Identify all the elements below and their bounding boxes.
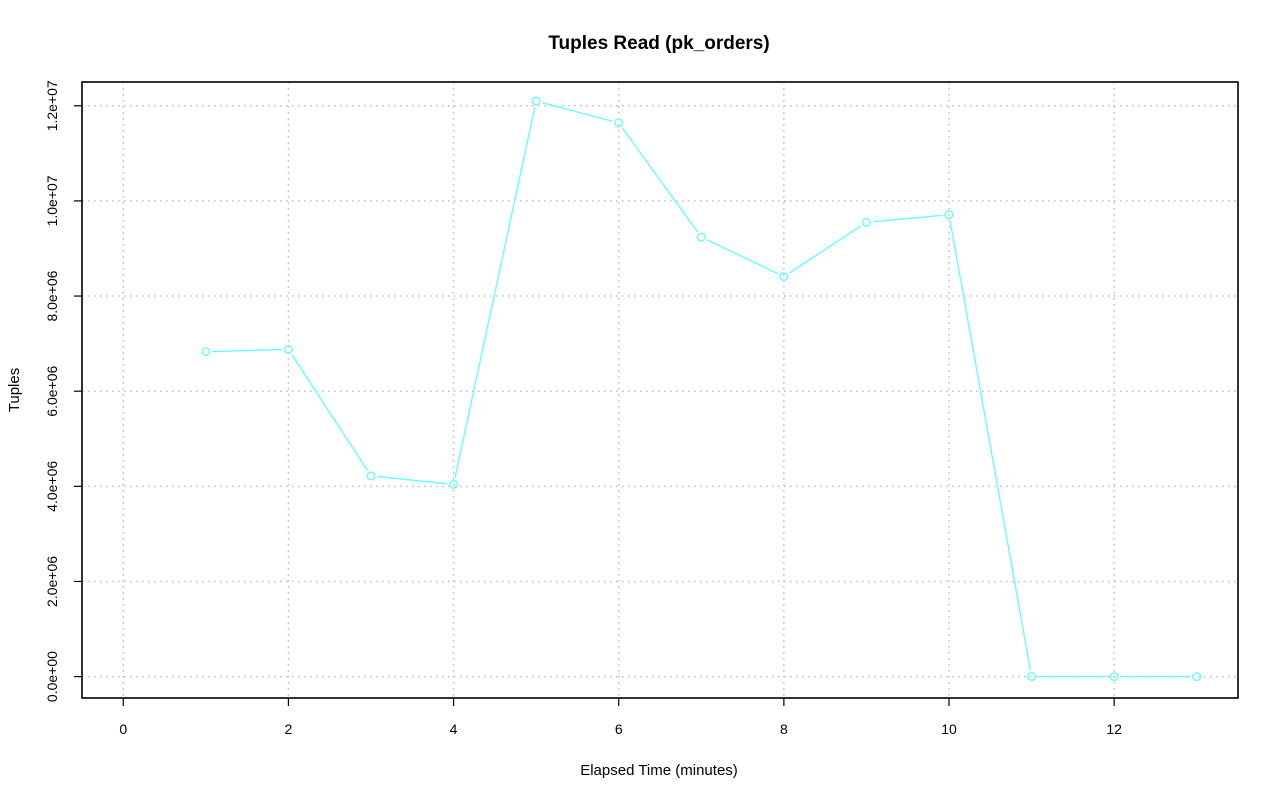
series-segment bbox=[788, 225, 862, 274]
data-point bbox=[531, 96, 541, 106]
data-point bbox=[614, 118, 624, 128]
y-tick-label: 6.0e+06 bbox=[44, 365, 60, 416]
y-axis-label: Tuples bbox=[6, 368, 23, 412]
data-point bbox=[944, 210, 954, 220]
plot-frame bbox=[81, 81, 1239, 699]
series-segment bbox=[454, 107, 536, 479]
x-tick-label: 6 bbox=[615, 721, 623, 737]
series-segment bbox=[706, 239, 779, 275]
data-point bbox=[283, 344, 293, 354]
data-point bbox=[779, 272, 789, 282]
series-layer bbox=[201, 96, 1202, 682]
series-segment bbox=[621, 127, 699, 233]
x-tick-label: 4 bbox=[450, 721, 458, 737]
series-segment bbox=[212, 348, 282, 353]
series-segment bbox=[542, 102, 613, 122]
series bbox=[201, 96, 1202, 682]
y-tick-label: 1.2e+07 bbox=[44, 80, 60, 131]
data-point bbox=[449, 479, 459, 489]
data-point bbox=[696, 232, 706, 242]
y-tick-label: 4.0e+06 bbox=[44, 461, 60, 512]
x-tick-label: 12 bbox=[1106, 721, 1122, 737]
x-tick-label: 0 bbox=[119, 721, 127, 737]
series-segment bbox=[291, 354, 369, 471]
y-tick-label: 1.0e+07 bbox=[44, 175, 60, 226]
chart-title: Tuples Read (pk_orders) bbox=[548, 33, 769, 54]
y-tick-label: 2.0e+06 bbox=[44, 556, 60, 607]
data-point bbox=[201, 347, 211, 357]
y-tick-label: 8.0e+06 bbox=[44, 270, 60, 321]
data-point bbox=[366, 471, 376, 481]
series-segment bbox=[377, 475, 448, 485]
x-axis: 0 2 4 6 8 10 12 bbox=[119, 698, 1122, 737]
data-point bbox=[1027, 672, 1037, 682]
data-point bbox=[1109, 672, 1119, 682]
y-axis: 0.0e+00 2.0e+06 4.0e+06 6.0e+06 8.0e+06 1.0e+… bbox=[44, 80, 82, 702]
x-tick-label: 8 bbox=[780, 721, 788, 737]
x-axis-label: Elapsed Time (minutes) bbox=[580, 762, 738, 779]
series-segment bbox=[872, 214, 943, 223]
y-tick-label: 0.0e+00 bbox=[44, 651, 60, 702]
x-tick-label: 2 bbox=[285, 721, 293, 737]
grid bbox=[82, 82, 1238, 698]
data-point bbox=[861, 217, 871, 227]
x-tick-label: 10 bbox=[941, 721, 957, 737]
data-point bbox=[1192, 672, 1202, 682]
series-segment bbox=[949, 220, 1032, 671]
